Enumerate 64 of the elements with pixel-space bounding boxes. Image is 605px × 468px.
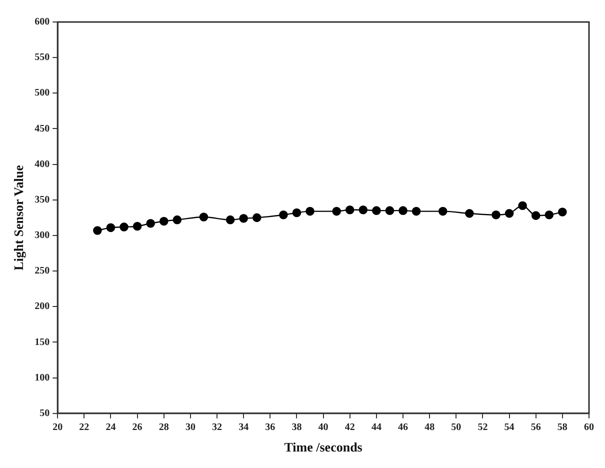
- x-tick-label: 50: [451, 422, 462, 433]
- y-tick-label: 50: [40, 408, 50, 419]
- point: [106, 223, 116, 232]
- point: [358, 205, 368, 214]
- point: [279, 210, 288, 220]
- point: [159, 216, 168, 226]
- y-tick-label: 350: [34, 194, 50, 206]
- point: [172, 215, 182, 224]
- x-tick-label: 44: [371, 422, 382, 433]
- point: [465, 209, 474, 218]
- y-tick-label: 400: [34, 158, 50, 170]
- point: [199, 212, 208, 222]
- x-tick-label: 20: [52, 422, 63, 433]
- x-tick-label: 40: [318, 422, 328, 433]
- point: [146, 218, 155, 228]
- x-tick-label: 52: [478, 422, 488, 433]
- point: [438, 206, 448, 216]
- x-tick-label: 56: [530, 422, 541, 433]
- point: [345, 205, 354, 214]
- y-tick-label: 500: [34, 88, 50, 99]
- point: [385, 206, 394, 215]
- point: [412, 206, 421, 216]
- point: [306, 206, 314, 216]
- point: [518, 201, 527, 210]
- y-tick-label: 450: [34, 123, 50, 134]
- point: [252, 213, 262, 222]
- point: [372, 206, 381, 215]
- point: [239, 214, 248, 223]
- y-tick-label: 100: [34, 372, 50, 384]
- y-tick-label: 600: [34, 16, 50, 28]
- point: [120, 222, 128, 232]
- point: [492, 210, 500, 220]
- x-tick-label: 60: [584, 422, 594, 433]
- point: [332, 206, 341, 216]
- x-tick-label: 26: [132, 422, 142, 433]
- point: [504, 209, 514, 218]
- point: [93, 226, 102, 235]
- x-axis-title: Time /seconds: [284, 440, 362, 455]
- x-tick-label: 34: [238, 422, 249, 433]
- y-tick-label: 300: [34, 230, 50, 242]
- x-tick-label: 58: [557, 422, 568, 433]
- x-tick-label: 22: [79, 422, 90, 433]
- point: [531, 211, 540, 220]
- x-tick-label: 36: [265, 422, 276, 433]
- x-tick-label: 54: [504, 422, 514, 433]
- x-tick-label: 32: [212, 422, 222, 433]
- point: [132, 222, 142, 231]
- x-tick-label: 28: [158, 422, 169, 433]
- y-tick-label: 550: [34, 52, 50, 64]
- x-tick-label: 30: [185, 422, 196, 433]
- x-tick-label: 24: [106, 422, 116, 433]
- x-tick-label: 38: [292, 422, 302, 433]
- point: [558, 208, 567, 216]
- point: [398, 206, 408, 215]
- point: [226, 215, 235, 224]
- point: [292, 208, 302, 218]
- x-tick-label: 48: [424, 422, 435, 433]
- point: [544, 210, 554, 220]
- y-tick-label: 150: [34, 336, 50, 348]
- y-tick-label: 250: [34, 266, 50, 277]
- y-axis-title: Light Sensor Value: [11, 164, 26, 270]
- y-tick-label: 200: [34, 301, 50, 312]
- x-tick-label: 46: [398, 422, 408, 433]
- x-tick-label: 42: [344, 422, 355, 433]
